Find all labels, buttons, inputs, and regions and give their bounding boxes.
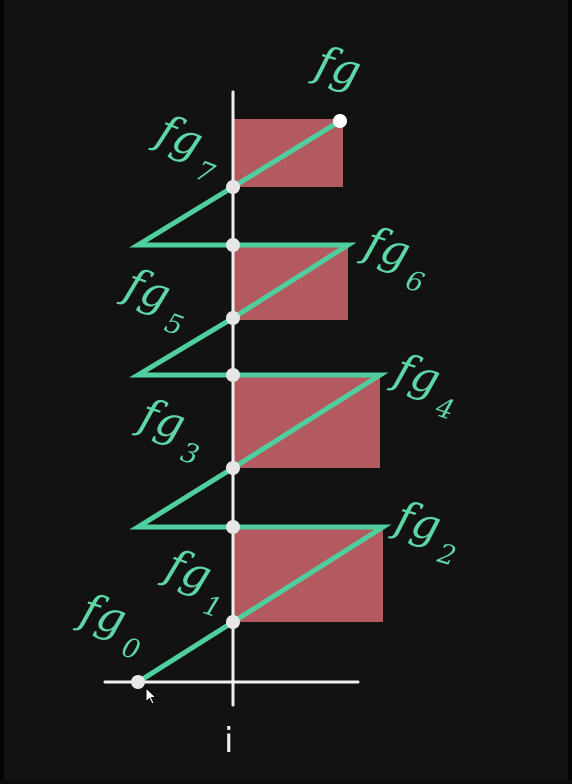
label-fg3: fg 3 — [131, 388, 203, 472]
mouse-pointer-icon — [145, 686, 158, 705]
svg-text:fg: fg — [115, 257, 177, 321]
point-fg7 — [226, 180, 240, 194]
label-fg6: fg 6 — [356, 216, 428, 300]
svg-text:5: 5 — [160, 307, 187, 342]
svg-text:fg: fg — [131, 388, 192, 451]
point-fg4-axis — [226, 368, 240, 382]
svg-text:fg: fg — [386, 343, 447, 406]
axis-label-i: i — [224, 721, 233, 761]
point-fg2-axis — [226, 520, 240, 534]
svg-text:2: 2 — [433, 538, 459, 573]
svg-text:fg: fg — [356, 216, 417, 279]
svg-text:3: 3 — [177, 437, 203, 472]
label-fg2: fg 2 — [387, 491, 459, 573]
point-fg6-axis — [226, 238, 240, 252]
label-fg4: fg 4 — [386, 343, 458, 427]
svg-text:fg: fg — [307, 36, 367, 98]
svg-text:fg: fg — [72, 583, 133, 646]
right-frame-edge — [568, 0, 572, 780]
point-fg0 — [131, 675, 145, 689]
svg-text:6: 6 — [402, 265, 428, 300]
label-fg: fg — [307, 36, 367, 98]
point-fg1 — [226, 615, 240, 629]
label-fg0: fg 0 — [72, 583, 144, 667]
label-fg1: fg 1 — [156, 538, 225, 624]
label-fg7: fg 7 — [147, 104, 219, 191]
svg-text:7: 7 — [191, 155, 219, 190]
label-fg5: fg 5 — [115, 257, 187, 342]
svg-text:4: 4 — [431, 391, 458, 426]
point-fg — [333, 114, 347, 128]
svg-text:0: 0 — [118, 632, 144, 667]
svg-text:fg: fg — [387, 491, 447, 553]
point-fg5 — [226, 311, 240, 325]
left-frame-edge — [0, 0, 4, 780]
point-fg3 — [226, 461, 240, 475]
